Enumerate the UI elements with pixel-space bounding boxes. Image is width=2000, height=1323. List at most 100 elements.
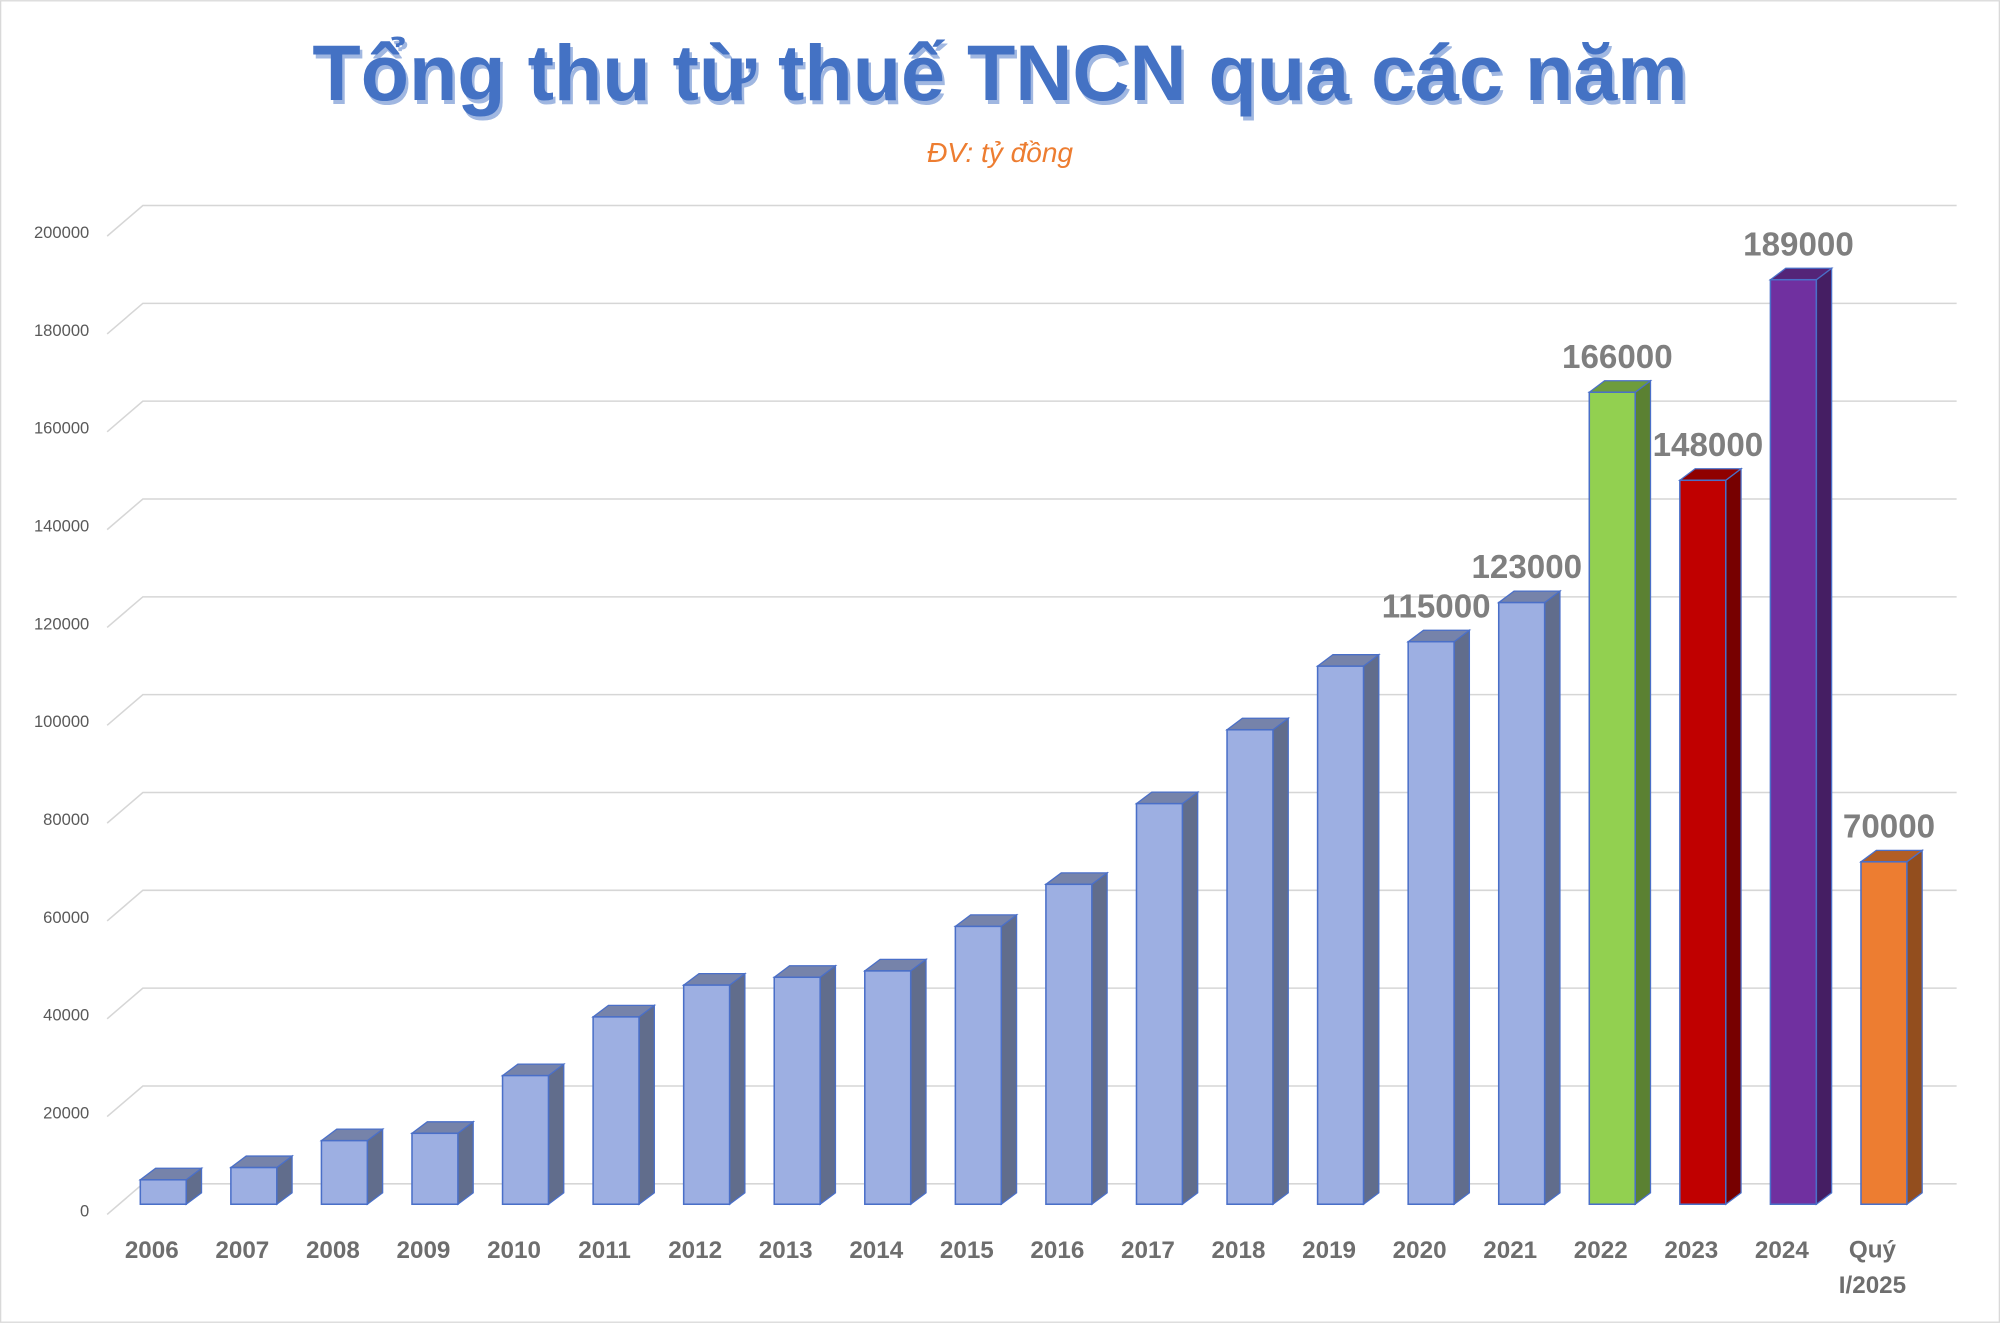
x-tick-label: 2023	[1664, 1237, 1718, 1264]
grid-line	[106, 204, 1957, 237]
bar-group	[319, 1127, 385, 1206]
bar	[1226, 728, 1274, 1205]
grid-line	[106, 596, 1957, 629]
value-label: 189000	[1743, 226, 1854, 263]
bar-side	[728, 972, 746, 1206]
bar-group	[500, 1062, 566, 1206]
value-label: 148000	[1653, 427, 1764, 464]
bar-side	[1544, 589, 1561, 1206]
bar-side	[1362, 653, 1380, 1206]
bar	[1135, 802, 1184, 1205]
bar-side	[1815, 266, 1833, 1206]
y-tick-label: 120000	[34, 614, 89, 633]
bar-group	[1677, 467, 1743, 1206]
bar	[773, 976, 821, 1205]
bar-side	[910, 958, 927, 1206]
bar-side	[1906, 849, 1923, 1206]
bar-side	[819, 964, 837, 1206]
bar	[1316, 665, 1365, 1205]
y-tick-label: 180000	[34, 321, 89, 340]
bar-group	[1859, 849, 1925, 1206]
x-tick-label: 2009	[397, 1237, 451, 1264]
bar	[1407, 640, 1455, 1205]
value-label: 166000	[1562, 339, 1673, 376]
y-tick-label: 60000	[43, 908, 89, 927]
bar	[1860, 861, 1908, 1205]
x-tick-label: 2018	[1212, 1237, 1266, 1264]
title-shadow: Tổng thu từ thuế TNCN qua các năm	[315, 32, 1690, 121]
bar-group	[1315, 653, 1381, 1206]
y-tick-label: 140000	[34, 516, 89, 535]
bar	[954, 925, 1003, 1205]
bar-side	[1181, 790, 1199, 1206]
x-tick-label: 2015	[940, 1237, 994, 1264]
bar-group	[1225, 716, 1291, 1206]
bar	[501, 1074, 550, 1205]
x-tick-label: 2014	[849, 1237, 903, 1264]
y-tick-label: 200000	[34, 223, 89, 242]
x-tick-label: 2019	[1302, 1237, 1356, 1264]
bar-group	[862, 958, 928, 1206]
chart-title: Tổng thu từ thuế TNCN qua các năm	[312, 28, 1687, 117]
bar	[592, 1016, 640, 1205]
bar	[1679, 479, 1727, 1205]
bar-group	[591, 1004, 657, 1206]
y-tick-label: 160000	[34, 419, 89, 438]
bar	[139, 1179, 187, 1205]
bar	[320, 1139, 369, 1205]
bar-group	[410, 1120, 476, 1206]
bar-side	[1634, 379, 1652, 1206]
grid-line	[106, 498, 1957, 531]
bar	[1497, 601, 1546, 1205]
x-tick-label: 2008	[306, 1237, 360, 1264]
bar	[682, 984, 731, 1205]
y-tick-label: 100000	[34, 712, 89, 731]
x-tick-label: 2021	[1483, 1237, 1537, 1264]
bar-side	[1725, 467, 1742, 1206]
x-tick-line: I/2025	[1839, 1273, 1906, 1300]
bar-group	[228, 1154, 295, 1206]
x-tick-label: 2022	[1574, 1237, 1628, 1264]
bar	[1588, 391, 1636, 1205]
bar	[1045, 883, 1093, 1205]
bar-group	[1044, 871, 1110, 1206]
y-tick-label: 0	[80, 1201, 89, 1220]
x-tick-label: 2017	[1121, 1237, 1175, 1264]
y-tick-label: 80000	[43, 810, 89, 829]
x-tick-label: 2013	[759, 1237, 813, 1264]
value-label: 123000	[1471, 549, 1582, 586]
value-label: 70000	[1843, 808, 1935, 845]
x-tick-label: 2016	[1030, 1237, 1084, 1264]
x-tick-line: Quý	[1849, 1237, 1897, 1264]
bar	[1769, 278, 1818, 1205]
x-tick-label: 2012	[668, 1237, 722, 1264]
bar-side	[1453, 628, 1471, 1206]
bar-group	[1587, 379, 1653, 1206]
x-tick-label: 2020	[1393, 1237, 1447, 1264]
bar-side	[1000, 913, 1018, 1206]
bar	[411, 1132, 459, 1205]
bar-side	[1272, 716, 1289, 1206]
bar	[864, 970, 912, 1205]
x-tick-label: 2011	[578, 1237, 631, 1264]
x-tick-label: 2024	[1755, 1237, 1809, 1264]
bar-group	[681, 972, 747, 1206]
bar-group	[1134, 790, 1200, 1206]
bar-group	[953, 913, 1019, 1206]
bar-group	[1406, 628, 1472, 1206]
x-tick-label: 2006	[125, 1237, 179, 1264]
bar-side	[366, 1127, 384, 1206]
x-tick-label: Quý I/2025	[1839, 1237, 1906, 1300]
bar-side	[638, 1004, 655, 1206]
bar-side	[1091, 871, 1108, 1206]
bar-group	[138, 1167, 204, 1206]
bar-group	[1768, 266, 1834, 1206]
grid-line	[106, 400, 1957, 433]
bar	[230, 1166, 278, 1205]
y-tick-label: 40000	[43, 1006, 89, 1025]
x-tick-label: 2010	[487, 1237, 541, 1264]
value-label: 115000	[1382, 588, 1491, 625]
grid-line	[106, 302, 1957, 335]
bar-side	[547, 1062, 565, 1206]
